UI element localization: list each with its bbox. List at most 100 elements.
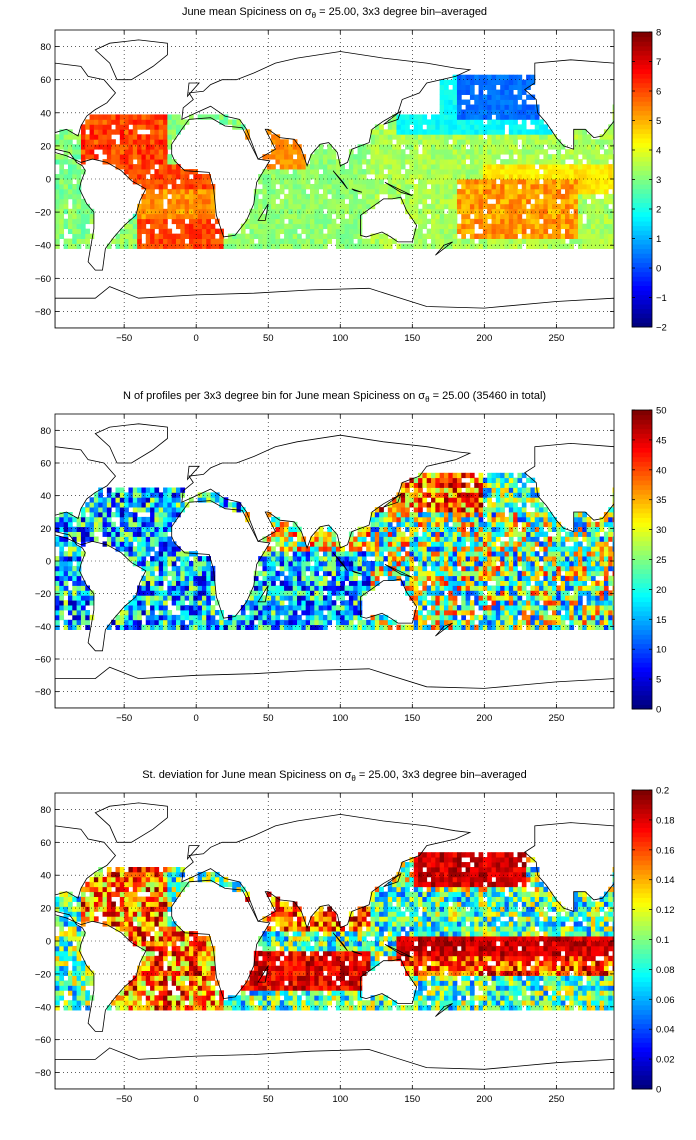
heatmap-cell <box>426 203 432 210</box>
heatmap-cell <box>465 590 471 596</box>
heatmap-cell <box>435 570 441 577</box>
heatmap-cell <box>137 507 142 513</box>
heatmap-cell <box>292 164 298 170</box>
heatmap-cell <box>314 556 320 562</box>
heatmap-cell <box>383 516 389 523</box>
heatmap-cell <box>145 497 151 503</box>
heatmap-cell <box>469 183 475 190</box>
heatmap-cell <box>348 174 354 180</box>
heatmap-cell <box>443 614 449 621</box>
heatmap-cell <box>76 154 82 160</box>
heatmap-cell <box>461 223 467 230</box>
heatmap-cell <box>530 94 536 100</box>
heatmap-cell <box>357 198 363 205</box>
heatmap-cell <box>487 159 492 165</box>
heatmap-cell <box>353 243 358 249</box>
heatmap-cell <box>387 193 393 200</box>
heatmap-cell <box>569 203 575 210</box>
heatmap-cell <box>443 198 449 205</box>
heatmap-cell <box>67 570 73 577</box>
heatmap-cell <box>176 183 181 190</box>
heatmap-cell <box>586 164 592 170</box>
heatmap-cell <box>305 208 311 215</box>
heatmap-cell <box>150 174 155 180</box>
heatmap-cell <box>240 507 246 513</box>
heatmap-cell <box>513 79 518 86</box>
heatmap-cell <box>141 134 147 140</box>
heatmap-cell <box>469 89 475 95</box>
heatmap-cell <box>361 149 367 155</box>
heatmap-cell <box>530 174 536 180</box>
heatmap-cell <box>517 129 523 135</box>
heatmap-cell <box>141 551 147 557</box>
heatmap-cell <box>426 218 432 225</box>
heatmap-cell <box>374 188 380 195</box>
heatmap-cell <box>418 590 423 596</box>
heatmap-cell <box>478 502 484 508</box>
heatmap-cell <box>474 575 479 581</box>
heatmap-cell <box>582 228 588 235</box>
heatmap-cell <box>318 575 324 581</box>
heatmap-cell <box>400 243 406 249</box>
heatmap-cell <box>55 179 60 185</box>
heatmap-cell <box>426 193 432 200</box>
heatmap-cell <box>115 619 121 626</box>
heatmap-cell <box>508 575 514 581</box>
heatmap-cell <box>379 531 384 537</box>
heatmap-cell <box>379 139 384 145</box>
heatmap-cell <box>361 183 367 190</box>
heatmap-cell <box>72 575 78 581</box>
heatmap-cell <box>526 164 531 170</box>
heatmap-cell <box>422 134 428 140</box>
heatmap-cell <box>392 619 397 626</box>
heatmap-cell <box>409 119 415 125</box>
heatmap-cell <box>292 183 298 190</box>
heatmap-cell <box>176 193 181 200</box>
heatmap-cell <box>560 193 566 200</box>
heatmap-cell <box>608 183 613 190</box>
heatmap-cell <box>111 526 116 532</box>
heatmap-cell <box>340 169 345 175</box>
heatmap-cell <box>158 512 164 518</box>
heatmap-cell <box>141 492 147 498</box>
heatmap-cell <box>366 541 371 547</box>
heatmap-cell <box>513 619 518 626</box>
heatmap-cell <box>405 556 410 562</box>
heatmap-cell <box>115 614 121 621</box>
heatmap-cell <box>357 526 363 532</box>
heatmap-cell <box>184 590 190 596</box>
heatmap-cell <box>443 183 449 190</box>
heatmap-cell <box>292 238 298 244</box>
heatmap-cell <box>539 124 544 130</box>
heatmap-cell <box>383 521 389 528</box>
heatmap-cell <box>435 502 441 508</box>
heatmap-cell <box>335 203 341 210</box>
heatmap-cell <box>500 556 505 562</box>
heatmap-cell <box>305 213 311 220</box>
heatmap-cell <box>495 193 501 200</box>
heatmap-cell <box>582 139 588 145</box>
heatmap-cell <box>63 516 69 523</box>
heatmap-cell <box>413 516 419 523</box>
heatmap-cell <box>124 526 129 532</box>
colorbar-tick-label: 2 <box>656 205 661 216</box>
heatmap-cell <box>526 79 531 86</box>
heatmap-cell <box>400 556 406 562</box>
heatmap-cell <box>413 536 419 542</box>
heatmap-cell <box>85 218 90 225</box>
heatmap-cell <box>396 551 402 557</box>
heatmap-cell <box>482 183 488 190</box>
heatmap-cell <box>67 600 73 606</box>
heatmap-cell <box>456 516 462 523</box>
heatmap-cell <box>132 174 138 180</box>
heatmap-cell <box>513 223 518 230</box>
heatmap-cell <box>413 487 419 493</box>
heatmap-cell <box>396 531 402 537</box>
heatmap-cell <box>176 595 181 601</box>
heatmap-cell <box>188 228 194 235</box>
heatmap-cell <box>374 159 380 165</box>
heatmap-cell <box>508 104 514 110</box>
heatmap-cell <box>271 605 276 611</box>
heatmap-cell <box>141 223 147 230</box>
heatmap-cell <box>284 551 289 557</box>
